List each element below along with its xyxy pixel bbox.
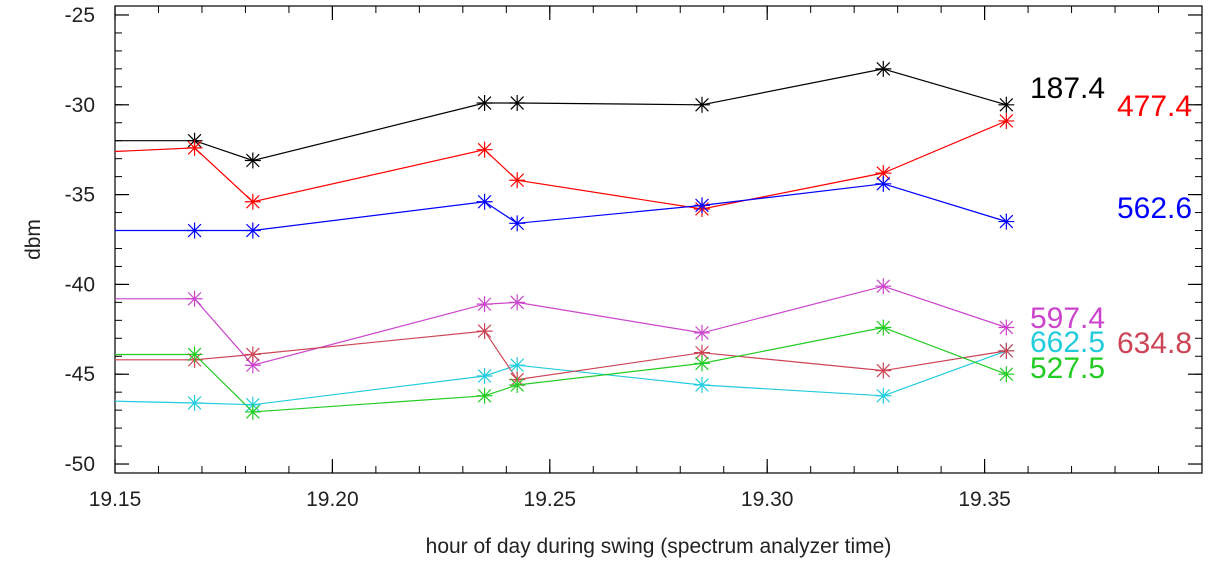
data-point [693,197,710,214]
data-point [476,368,493,385]
data-point [476,94,493,111]
data-point [186,394,203,411]
data-point [244,222,261,239]
data-point [476,323,493,340]
tick-labels: 19.15 19.20 19.25 19.30 19.35 -25 -30 -35 -40 -45… [65,4,1011,511]
data-point [875,278,892,295]
data-point [998,342,1015,359]
data-point [998,96,1015,113]
series-label-662.5: 662.5 [1030,326,1105,359]
series-line-477.4 [114,120,1007,210]
data-point [476,296,493,313]
y-tick-label: -30 [65,94,95,117]
series-line-562.6 [115,183,1007,232]
series-line-187.4 [115,68,1007,162]
y-tick-label: -35 [65,184,95,207]
x-tick-label: 19.30 [741,488,794,511]
y-tick-label: -50 [65,453,95,476]
data-point [186,139,203,156]
series-line-597.4 [115,285,1007,366]
series-label-527.5: 527.5 [1030,352,1105,385]
series-label-597.4: 597.4 [1030,302,1105,335]
data-point [186,222,203,239]
series-markers [186,60,1015,420]
data-point [998,319,1015,336]
data-point [875,362,892,379]
data-point [244,152,261,169]
data-point [998,112,1015,129]
y-tick-label: -40 [65,273,95,296]
series-label-477.4: 477.4 [1117,90,1192,123]
data-point [875,60,892,77]
series-lines [114,68,1007,413]
data-point [244,403,261,420]
series-label-634.8: 634.8 [1117,327,1192,360]
y-tick-label: -25 [65,4,95,27]
data-point [693,324,710,341]
data-point [875,175,892,192]
x-tick-label: 19.35 [958,488,1011,511]
plot-frame [114,5,1203,474]
data-point [509,376,526,393]
data-point [244,346,261,363]
data-point [509,294,526,311]
series-line-634.8 [115,330,1007,381]
x-tick-label: 19.20 [306,488,359,511]
data-point [998,366,1015,383]
data-point [186,290,203,307]
data-point [509,215,526,232]
data-point [875,319,892,336]
data-point [998,213,1015,230]
axes [114,5,1203,474]
data-point [186,346,203,363]
x-tick-label: 19.15 [89,488,142,511]
x-tick-label: 19.25 [524,488,577,511]
data-point [476,387,493,404]
series-line-527.5 [115,326,1007,413]
data-point [476,141,493,158]
data-point [509,357,526,374]
series-line-662.5 [114,350,1007,406]
data-point [509,172,526,189]
data-point [509,94,526,111]
data-point [693,96,710,113]
data-point [693,355,710,372]
data-point [875,387,892,404]
data-point [244,193,261,210]
data-point [476,193,493,210]
data-point [693,376,710,393]
series-label-562.6: 562.6 [1117,192,1192,225]
series-label-187.4: 187.4 [1030,72,1105,105]
x-axis-title: hour of day during swing (spectrum analy… [426,535,892,558]
y-axis-title: dbm [22,219,45,260]
y-tick-label: -45 [65,363,95,386]
